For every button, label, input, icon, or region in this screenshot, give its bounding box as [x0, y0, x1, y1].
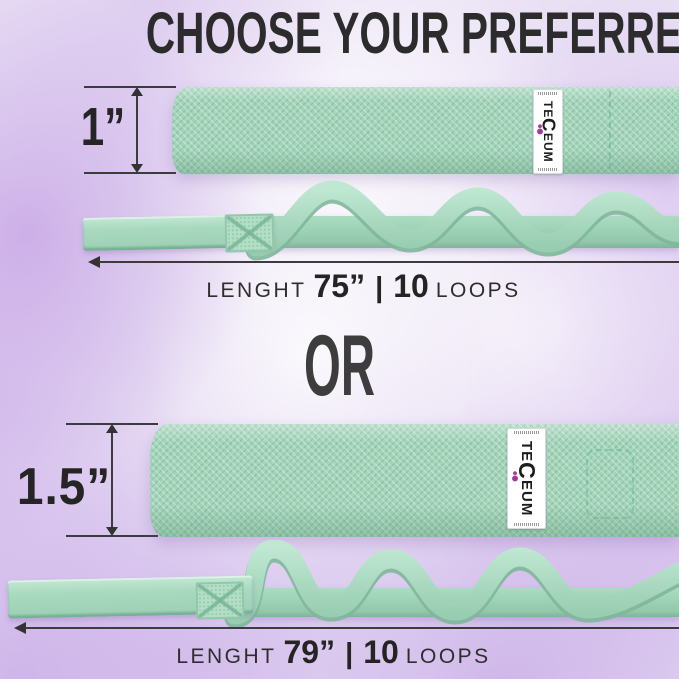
brand-name-vertical: TE C EUM	[514, 440, 541, 517]
arrow-left-icon	[14, 622, 26, 634]
brand-pre: TE	[518, 440, 535, 463]
tag-microtext	[513, 431, 540, 434]
velcro-patch	[195, 581, 245, 620]
loops-count: 10	[393, 268, 429, 304]
lotus-accent-icon	[536, 124, 544, 135]
brand-post: EUM	[541, 132, 555, 163]
length-measure-line	[25, 627, 679, 629]
strap-loops-wave	[245, 180, 679, 261]
tag-microtext	[513, 523, 540, 526]
strap-band-1-5-inch: TE C EUM	[150, 424, 679, 537]
page-title: CHOOSE YOUR PREFERRED SIZE:	[0, 1, 679, 66]
brand-post: EUM	[518, 479, 535, 517]
stitch-line	[609, 91, 611, 169]
length-caption: LENGHT 75” | 10 LOOPS	[24, 268, 679, 305]
length-word: LENGHT	[176, 645, 277, 668]
width-label-1-5-inch: 1.5”	[16, 458, 112, 516]
loops-word: LOOPS	[405, 645, 491, 668]
measure-tick-bottom	[84, 172, 176, 174]
separator: |	[375, 272, 384, 304]
arrow-left-icon	[88, 256, 100, 268]
or-label: OR	[304, 318, 375, 414]
arrow-up-icon	[131, 87, 143, 96]
velcro-patch	[224, 213, 275, 253]
tag-microtext	[538, 92, 558, 95]
length-caption: LENGHT 79” | 10 LOOPS	[0, 634, 673, 671]
loops-word: LOOPS	[435, 279, 521, 302]
strap-band-1-inch: TE C EUM	[172, 87, 679, 174]
brand-tag: TE C EUM	[533, 89, 563, 174]
page-title-text: CHOOSE YOUR PREFERRED SIZE:	[145, 1, 679, 66]
measure-tick-top	[84, 86, 176, 88]
width-measure-line	[111, 429, 113, 531]
brand-pre: TE	[541, 100, 555, 119]
brand-accent-letter: C	[514, 462, 541, 480]
lotus-accent-icon	[511, 471, 519, 482]
loops-count: 10	[363, 634, 399, 670]
arrow-down-icon	[131, 164, 143, 173]
measure-tick-bottom	[66, 535, 158, 537]
length-measure-line	[99, 261, 679, 263]
arrow-down-icon	[106, 527, 118, 536]
stitch-box	[586, 449, 634, 519]
brand-tag: TE C EUM	[507, 428, 546, 529]
strap-loops-wave	[224, 540, 679, 629]
tag-microtext	[538, 167, 558, 171]
width-measure-line	[136, 92, 138, 168]
or-divider: OR	[0, 318, 679, 414]
strap-base	[252, 216, 679, 248]
arrow-up-icon	[106, 424, 118, 433]
length-value: 75”	[313, 268, 366, 304]
width-label-1-inch: 1”	[80, 97, 126, 157]
separator: |	[345, 638, 354, 670]
length-word: LENGHT	[206, 279, 307, 302]
length-value: 79”	[283, 634, 336, 670]
